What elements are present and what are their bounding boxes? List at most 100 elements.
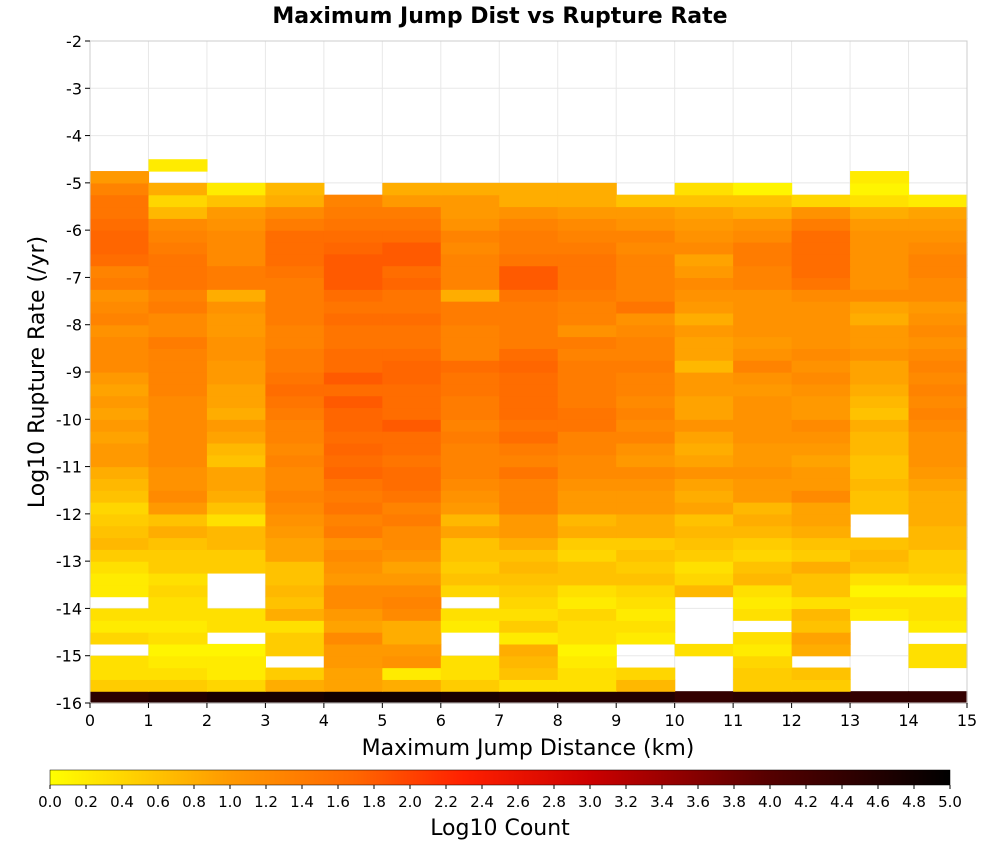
heatmap-cell <box>323 348 383 361</box>
heatmap-cell <box>733 360 793 373</box>
heatmap-cell <box>499 466 559 479</box>
colorbar-tick-label: 0.8 <box>182 793 206 811</box>
heatmap-cell <box>206 490 266 503</box>
heatmap-cell <box>499 253 559 267</box>
heatmap-cell <box>90 478 150 491</box>
heatmap-cell <box>265 360 325 373</box>
heatmap-cell <box>148 620 208 633</box>
heatmap-cell <box>674 407 734 420</box>
heatmap-cell <box>499 194 559 208</box>
heatmap-cell <box>499 502 559 515</box>
heatmap-cell <box>440 667 500 680</box>
heatmap-cell <box>382 383 442 397</box>
heatmap-cell <box>323 525 383 539</box>
heatmap-cell <box>265 324 325 338</box>
heatmap-cell <box>499 360 559 373</box>
heatmap-cell <box>850 584 910 598</box>
colorbar-tick-label: 4.2 <box>794 793 818 811</box>
heatmap-cell <box>382 584 442 598</box>
heatmap-cell <box>148 206 208 219</box>
heatmap-cell <box>616 383 676 397</box>
heatmap-cell <box>557 643 617 657</box>
heatmap-cell <box>674 360 734 373</box>
x-tick-label: 5 <box>377 711 387 730</box>
heatmap-cell <box>733 442 793 456</box>
heatmap-cell <box>791 360 851 373</box>
heatmap-cell <box>265 442 325 456</box>
heatmap-cell <box>850 431 910 444</box>
colorbar-tick-label: 3.8 <box>722 793 746 811</box>
heatmap-cell <box>791 632 851 645</box>
heatmap-cell <box>674 348 734 361</box>
heatmap-cell <box>206 525 266 539</box>
heatmap-cell <box>557 312 617 326</box>
heatmap-cell <box>90 655 150 669</box>
heatmap-cell <box>908 490 968 503</box>
heatmap-cell <box>616 395 676 409</box>
heatmap-cell <box>382 348 442 361</box>
heatmap-cell <box>90 253 150 267</box>
heatmap-cell <box>791 253 851 267</box>
heatmap-cell <box>382 454 442 468</box>
heatmap-cell <box>148 253 208 267</box>
heatmap-cell <box>616 608 676 621</box>
heatmap-cell <box>674 419 734 432</box>
heatmap-cell <box>206 667 266 680</box>
heatmap-cell <box>440 513 500 527</box>
heatmap-cell <box>499 525 559 539</box>
y-axis-ticks: -2 -3 -4 -5 -6 -7 -8 -9 -10 -11 -12 -13 -14 -15 -16 <box>56 32 90 713</box>
heatmap-cell <box>733 301 793 314</box>
heatmap-cell <box>499 230 559 243</box>
heatmap-cell <box>323 360 383 373</box>
heatmap-cell <box>674 383 734 397</box>
colorbar-tick-label: 0.2 <box>74 793 98 811</box>
heatmap-cell <box>791 667 851 680</box>
heatmap-cell <box>265 620 325 633</box>
heatmap-cell <box>499 608 559 621</box>
heatmap-cell <box>90 632 150 645</box>
x-tick-label: 8 <box>553 711 563 730</box>
heatmap-cell <box>733 490 793 503</box>
heatmap-cell <box>616 537 676 550</box>
heatmap-cell <box>265 182 325 196</box>
heatmap-cell <box>265 549 325 562</box>
colorbar-tick-label: 2.6 <box>506 793 530 811</box>
heatmap-cell <box>382 312 442 326</box>
heatmap-cell <box>557 277 617 290</box>
heatmap-cell <box>616 312 676 326</box>
heatmap-cell <box>557 395 617 409</box>
heatmap-cell <box>616 360 676 373</box>
heatmap-cell <box>908 466 968 479</box>
heatmap-cell <box>791 442 851 456</box>
heatmap-cell <box>382 218 442 231</box>
heatmap-cell <box>850 549 910 562</box>
heatmap-cell <box>382 525 442 539</box>
heatmap-cell <box>382 667 442 680</box>
heatmap-cell <box>791 372 851 385</box>
heatmap-cell <box>499 182 559 196</box>
heatmap-cell <box>90 206 150 219</box>
colorbar-tick-label: 0.4 <box>110 793 134 811</box>
heatmap-cell <box>908 419 968 432</box>
heatmap-cell <box>90 277 150 290</box>
heatmap-cell <box>616 525 676 539</box>
colorbar-tick-label: 3.4 <box>650 793 674 811</box>
heatmap-cell <box>791 537 851 550</box>
heatmap-cell <box>499 679 559 692</box>
heatmap-cell <box>499 490 559 503</box>
heatmap-cell <box>206 360 266 373</box>
heatmap-cell <box>674 241 734 255</box>
heatmap-cell <box>90 620 150 633</box>
heatmap-cell <box>148 478 208 491</box>
heatmap-cell <box>791 301 851 314</box>
heatmap-cell <box>440 301 500 314</box>
x-tick-label: 12 <box>781 711 801 730</box>
heatmap-cell <box>850 561 910 574</box>
heatmap-cell <box>440 466 500 479</box>
x-tick-label: 15 <box>957 711 977 730</box>
heatmap-cell <box>850 490 910 503</box>
heatmap-cell <box>206 206 266 219</box>
heatmap-cell <box>733 419 793 432</box>
heatmap-cell <box>674 478 734 491</box>
y-tick-label: -15 <box>56 647 82 666</box>
